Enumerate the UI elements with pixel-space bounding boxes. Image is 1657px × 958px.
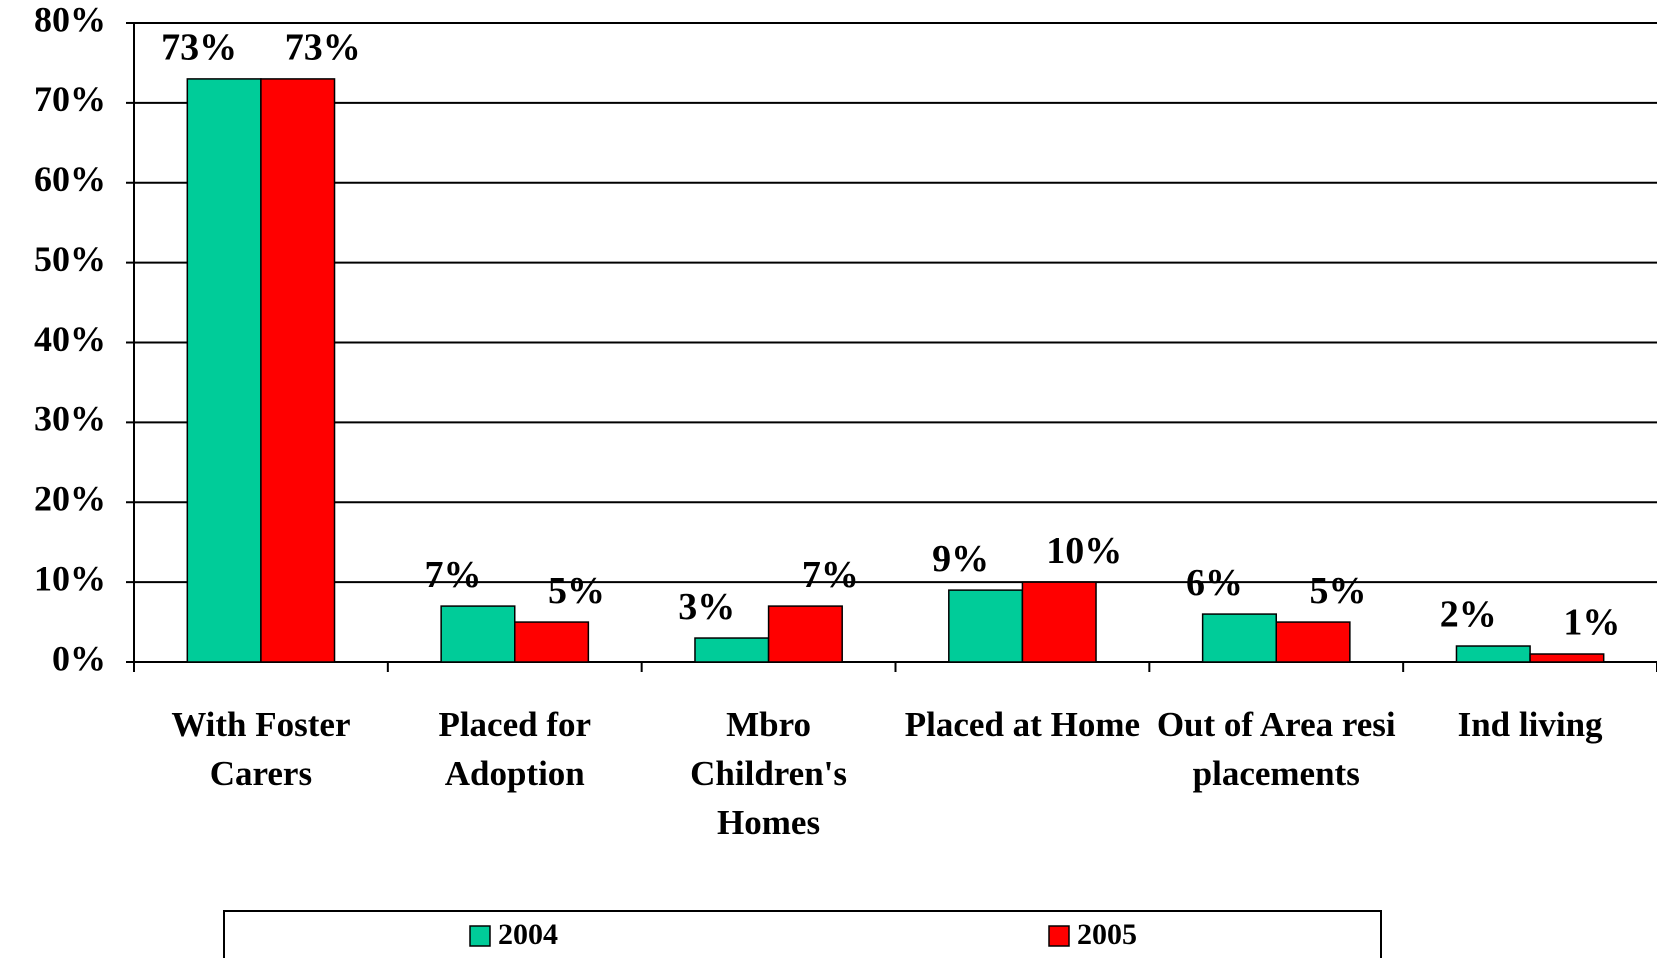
data-label: 1% xyxy=(1563,602,1620,644)
bar xyxy=(1455,645,1531,663)
x-tick-label: Placed for Adoption xyxy=(438,705,592,793)
bar xyxy=(1275,621,1351,663)
bar xyxy=(694,637,770,663)
data-label: 3% xyxy=(678,586,735,628)
y-tick-label: 20% xyxy=(34,479,106,519)
x-tick-label: Ind living xyxy=(1457,705,1603,744)
data-label: 7% xyxy=(424,554,481,596)
data-label: 73% xyxy=(285,27,361,69)
legend-swatch xyxy=(469,925,491,947)
data-label: 10% xyxy=(1046,530,1122,572)
bar xyxy=(514,621,590,663)
data-label: 5% xyxy=(1310,570,1367,612)
y-tick-label: 80% xyxy=(34,0,106,39)
bar xyxy=(1201,613,1277,663)
bar xyxy=(948,589,1024,663)
y-tick-label: 10% xyxy=(34,558,106,598)
y-tick-label: 40% xyxy=(34,319,106,359)
y-tick-label: 30% xyxy=(34,399,106,439)
y-tick-label: 70% xyxy=(34,79,106,119)
legend-box xyxy=(223,910,1382,958)
legend-label: 2004 xyxy=(498,918,558,951)
bar xyxy=(1021,581,1097,663)
x-tick-label: Out of Area resi placements xyxy=(1156,705,1396,793)
bar xyxy=(186,78,262,663)
data-label: 2% xyxy=(1440,594,1497,636)
data-label: 5% xyxy=(548,570,605,612)
x-tick-label: Mbro Children's Homes xyxy=(690,705,848,842)
y-tick-label: 0% xyxy=(52,638,106,678)
y-tick-label: 60% xyxy=(34,159,106,199)
data-label: 73% xyxy=(161,27,237,69)
bar xyxy=(260,78,336,663)
data-label: 6% xyxy=(1186,562,1243,604)
x-tick-label: With Foster Carers xyxy=(171,705,351,793)
legend-label: 2005 xyxy=(1077,918,1137,951)
data-label: 7% xyxy=(802,554,859,596)
legend-swatch xyxy=(1048,925,1070,947)
bar xyxy=(440,605,516,663)
y-tick-label: 50% xyxy=(34,239,106,279)
bar xyxy=(1529,653,1605,663)
data-label: 9% xyxy=(932,538,989,580)
x-tick-label: Placed at Home xyxy=(904,705,1141,744)
bar xyxy=(767,605,843,663)
